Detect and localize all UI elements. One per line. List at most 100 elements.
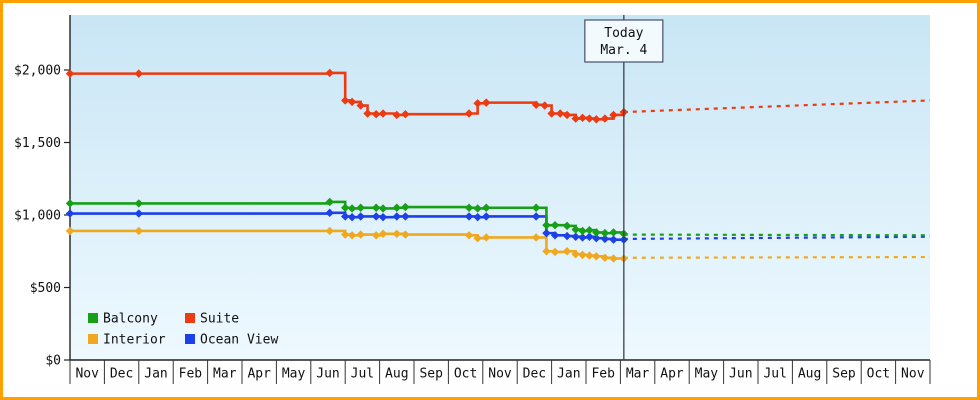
- month-label: Jun: [729, 367, 752, 382]
- data-point-marker: [550, 220, 560, 230]
- month-label: Apr: [247, 367, 271, 382]
- data-point-marker: [325, 226, 334, 236]
- month-label: Jul: [763, 367, 786, 382]
- legend-swatch-balcony: [88, 313, 98, 323]
- y-tick-label: $1,500: [14, 136, 61, 151]
- data-point-marker: [542, 228, 551, 238]
- today-label-box: [584, 19, 664, 63]
- month-label: Mar: [626, 367, 650, 382]
- plot-background: [70, 15, 930, 360]
- data-point-marker: [585, 232, 594, 241]
- month-label: Apr: [660, 367, 684, 382]
- series-forecast-line-balcony: [623, 233, 931, 237]
- data-point-marker: [609, 235, 618, 244]
- data-point-marker: [531, 100, 541, 109]
- month-label: May: [282, 367, 306, 382]
- data-point-marker: [540, 101, 549, 110]
- data-point-marker: [585, 251, 594, 260]
- data-point-marker: [464, 109, 474, 118]
- legend-label-interior: Interior: [103, 333, 166, 348]
- data-point-marker: [578, 113, 587, 123]
- data-point-marker: [550, 231, 560, 240]
- series-forecast-line-interior: [623, 255, 931, 259]
- month-label: Feb: [179, 367, 203, 382]
- data-point-marker: [325, 208, 334, 218]
- data-point-marker: [482, 203, 491, 212]
- data-point-marker: [600, 234, 610, 244]
- month-label: May: [695, 367, 719, 382]
- data-point-marker: [325, 197, 334, 207]
- today-label-line1: Today: [604, 26, 643, 41]
- data-point-marker: [371, 212, 381, 221]
- data-point-marker: [578, 226, 587, 236]
- y-tick-label: $2,000: [14, 64, 61, 79]
- data-point-marker: [341, 96, 350, 105]
- data-point-marker: [356, 203, 365, 212]
- data-point-marker: [482, 98, 491, 107]
- data-point-marker: [531, 233, 541, 242]
- data-point-marker: [592, 252, 601, 261]
- data-point-marker: [363, 109, 372, 118]
- data-point-marker: [392, 229, 401, 239]
- data-point-marker: [531, 212, 541, 221]
- data-point-marker: [378, 229, 388, 239]
- month-label: Jun: [316, 367, 339, 382]
- data-point-marker: [371, 110, 381, 119]
- data-point-marker: [347, 231, 357, 240]
- month-label: Feb: [591, 367, 615, 382]
- month-label: Sep: [832, 367, 856, 382]
- month-label: Aug: [798, 367, 821, 382]
- data-point-marker: [473, 99, 482, 108]
- data-point-marker: [562, 110, 572, 120]
- data-point-marker: [325, 68, 334, 78]
- data-point-marker: [609, 228, 618, 237]
- month-label: Dec: [523, 367, 546, 382]
- data-point-marker: [592, 234, 601, 243]
- data-point-marker: [571, 225, 580, 234]
- data-point-marker: [600, 253, 610, 262]
- data-point-marker: [134, 69, 143, 78]
- data-point-marker: [65, 209, 75, 218]
- data-point-marker: [562, 221, 572, 231]
- y-tick-label: $1,000: [14, 209, 61, 224]
- legend-label-balcony: Balcony: [103, 312, 158, 327]
- data-point-marker: [547, 109, 556, 118]
- data-point-marker: [578, 233, 587, 242]
- data-point-marker: [571, 232, 580, 241]
- data-point-marker: [592, 228, 601, 237]
- data-point-marker: [531, 203, 541, 212]
- data-point-marker: [347, 97, 357, 107]
- today-label-line2: Mar. 4: [600, 43, 647, 58]
- data-point-marker: [542, 220, 551, 230]
- data-point-marker: [562, 247, 572, 256]
- data-point-marker: [473, 204, 482, 213]
- data-point-marker: [371, 203, 381, 212]
- legend-label-ocean-view: Ocean View: [200, 333, 278, 348]
- data-point-marker: [464, 203, 474, 212]
- data-point-marker: [482, 233, 491, 242]
- data-point-marker: [571, 114, 580, 123]
- data-point-marker: [371, 231, 381, 240]
- data-point-marker: [609, 110, 618, 120]
- data-point-marker: [556, 109, 565, 118]
- data-point-marker: [401, 212, 410, 221]
- legend-swatch-interior: [88, 334, 98, 344]
- data-point-marker: [464, 212, 474, 221]
- data-point-marker: [464, 231, 474, 240]
- series-forecast-line-ocean-view: [623, 235, 931, 241]
- data-point-marker: [571, 249, 580, 259]
- month-label: Dec: [110, 367, 133, 382]
- data-point-marker: [562, 231, 572, 241]
- data-point-marker: [347, 204, 357, 213]
- data-point-marker: [392, 212, 401, 221]
- data-point-marker: [356, 230, 365, 239]
- month-label: Nov: [75, 367, 99, 382]
- month-label: Jan: [144, 367, 167, 382]
- month-label: Sep: [419, 367, 443, 382]
- data-point-marker: [65, 199, 75, 208]
- data-point-marker: [401, 230, 410, 239]
- data-point-marker: [341, 230, 350, 239]
- data-point-marker: [378, 212, 388, 222]
- data-point-marker: [341, 203, 350, 212]
